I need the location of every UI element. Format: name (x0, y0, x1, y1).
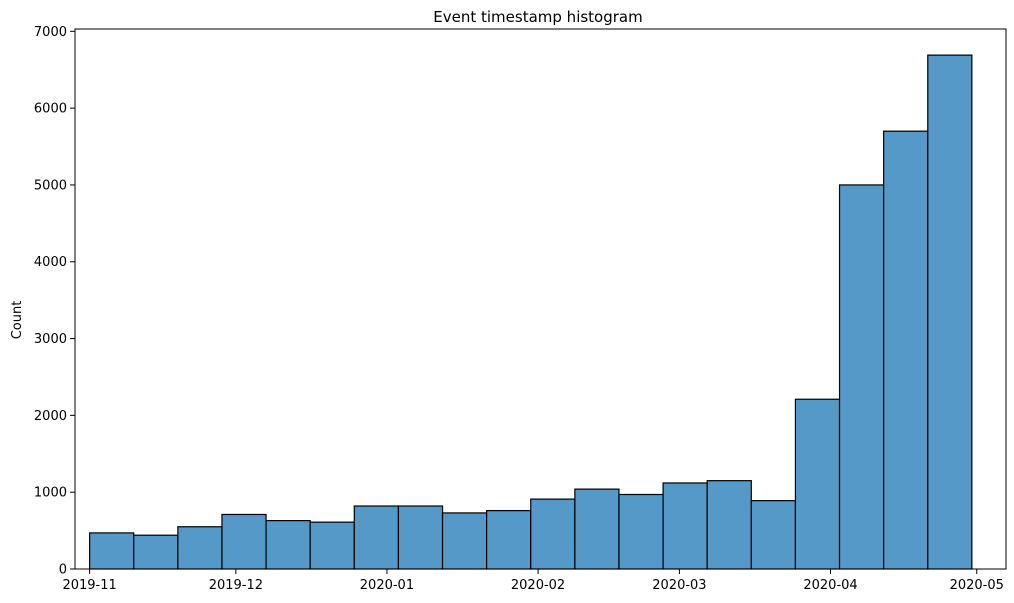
y-tick-label: 1000 (34, 486, 67, 501)
histogram-bar (574, 488, 620, 570)
y-axis: 0 1000 2000 3000 4000 5000 6000 7000 (34, 25, 75, 578)
histogram-bar (265, 520, 311, 570)
histogram-bar (353, 505, 400, 570)
histogram-bar (750, 500, 797, 570)
y-tick-label: 7000 (34, 25, 67, 40)
y-tick-label: 6000 (34, 102, 67, 117)
histogram-bar (706, 480, 752, 570)
x-tick-label: 2020-03 (652, 578, 706, 593)
x-tick-label: 2020-01 (360, 578, 414, 593)
histogram-bar (530, 498, 576, 570)
histogram-bar (133, 534, 179, 570)
histogram-bar (662, 482, 708, 570)
x-tick-label: 2019-12 (209, 578, 263, 593)
y-tick-label: 4000 (34, 255, 67, 270)
histogram-bar (927, 54, 973, 570)
histogram-bar (221, 513, 267, 570)
x-tick-label: 2020-04 (803, 578, 857, 593)
histogram-bar (794, 398, 841, 570)
histogram-bar (441, 512, 488, 570)
bars-group (89, 54, 973, 570)
histogram-bar (89, 532, 135, 570)
x-axis: 2019-11 2019-12 2020-01 2020-02 2020-03 2020-… (62, 569, 1004, 593)
histogram-bar (618, 493, 664, 570)
histogram-bar (397, 505, 444, 570)
histogram-bar (486, 510, 532, 570)
chart-title: Event timestamp histogram (433, 8, 642, 26)
y-tick-label: 2000 (34, 409, 67, 424)
plot-frame (74, 28, 1007, 570)
y-tick-label: 0 (59, 563, 67, 578)
y-tick-label: 5000 (34, 178, 67, 193)
y-tick-label: 3000 (34, 332, 67, 347)
y-axis-title: Count (10, 301, 25, 340)
histogram-bar (838, 184, 885, 570)
x-tick-label: 2020-02 (511, 578, 565, 593)
x-tick-label: 2020-05 (950, 578, 1004, 593)
histogram-bar (177, 526, 223, 570)
histogram-bar (883, 130, 929, 570)
x-tick-label: 2019-11 (62, 578, 116, 593)
histogram-bar (309, 521, 355, 570)
